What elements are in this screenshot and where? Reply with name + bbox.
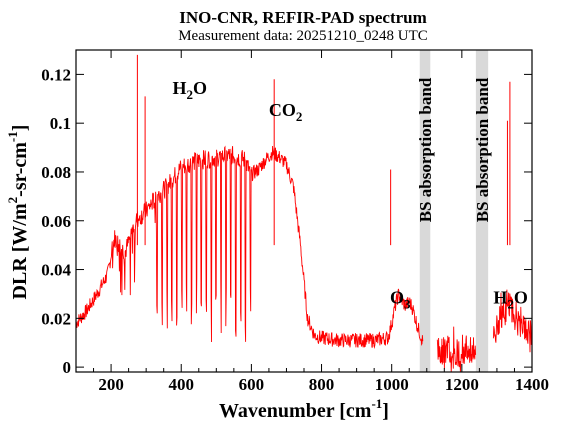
x-tick-label-3: 800 — [309, 375, 335, 394]
x-tick-label-1: 400 — [168, 375, 194, 394]
spectrum-line-2 — [492, 289, 533, 353]
y-axis-label: DLR [W/m2-sr-cm-1] — [5, 125, 31, 300]
y-tick-label-1: 0.02 — [41, 309, 71, 328]
y-tick-label-2: 0.04 — [41, 261, 71, 280]
x-tick-label-0: 200 — [98, 375, 124, 394]
y-tick-label-5: 0.1 — [50, 114, 71, 133]
x-tick-label-2: 600 — [239, 375, 265, 394]
absorption-band-label-0: BS absorption band — [416, 77, 435, 222]
y-tick-label-0: 0 — [63, 358, 72, 377]
chart-title: INO-CNR, REFIR-PAD spectrum — [179, 8, 427, 27]
y-tick-label-3: 0.06 — [41, 212, 71, 231]
absorption-band-0 — [419, 50, 431, 372]
x-tick-label-5: 1200 — [445, 375, 479, 394]
x-tick-label-6: 1400 — [515, 375, 549, 394]
plot-frame — [75, 49, 533, 373]
species-label-1: CO2 — [269, 100, 303, 124]
absorption-bands: BS absorption band BS absorption band — [416, 50, 492, 372]
spectrum-series — [75, 54, 533, 373]
y-tick-label-6: 0.12 — [41, 65, 71, 84]
species-label-3: H2O — [493, 288, 528, 312]
chart-subtitle: Measurement data: 20251210_0248 UTC — [178, 28, 428, 44]
spectrum-line-1 — [436, 326, 477, 373]
axis-ticks: 200 400 600 800 1000 1200 1400 0 0.02 0.04 0.06 0.0… — [41, 50, 549, 394]
y-tick-label-4: 0.08 — [41, 163, 71, 182]
species-label-0: H2O — [172, 78, 207, 102]
spectrum-line-0 — [75, 145, 424, 349]
x-axis-label: Wavenumber [cm-1] — [219, 396, 389, 422]
species-annotations: H2O CO2 O3 H2O — [172, 78, 527, 312]
absorption-band-1 — [475, 50, 489, 372]
absorption-band-label-1: BS absorption band — [473, 77, 492, 222]
x-tick-label-4: 1000 — [375, 375, 409, 394]
species-label-2: O3 — [390, 288, 411, 312]
